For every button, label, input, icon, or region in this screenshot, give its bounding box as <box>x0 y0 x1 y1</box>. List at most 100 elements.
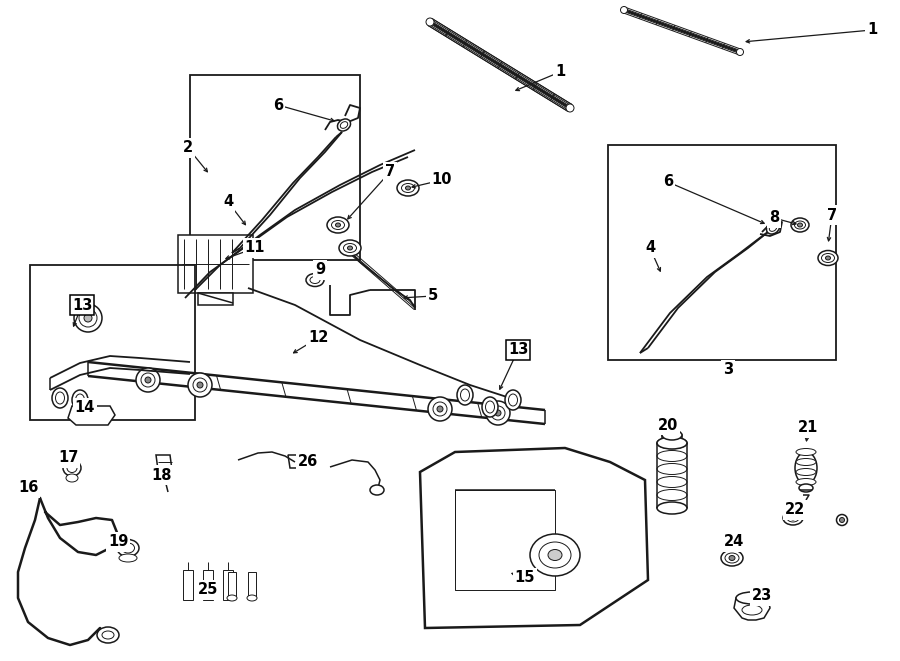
Ellipse shape <box>74 304 102 332</box>
Text: 22: 22 <box>785 502 806 518</box>
Text: 1: 1 <box>555 65 565 79</box>
Text: 18: 18 <box>152 467 172 483</box>
Ellipse shape <box>136 368 160 392</box>
Ellipse shape <box>344 243 356 253</box>
Ellipse shape <box>433 402 447 416</box>
Ellipse shape <box>327 217 349 233</box>
Polygon shape <box>223 570 233 600</box>
Ellipse shape <box>461 389 470 401</box>
Ellipse shape <box>825 256 831 260</box>
Ellipse shape <box>729 555 735 561</box>
Ellipse shape <box>401 184 415 192</box>
Ellipse shape <box>657 490 687 500</box>
Ellipse shape <box>657 451 687 461</box>
Text: 19: 19 <box>108 535 128 549</box>
Text: 20: 20 <box>658 418 679 432</box>
Ellipse shape <box>76 394 85 406</box>
Ellipse shape <box>530 534 580 576</box>
Ellipse shape <box>193 378 207 392</box>
Text: 13: 13 <box>508 342 528 358</box>
Ellipse shape <box>836 514 848 525</box>
Ellipse shape <box>657 463 687 475</box>
Ellipse shape <box>797 223 803 227</box>
Ellipse shape <box>796 479 816 485</box>
Text: 12: 12 <box>308 330 328 346</box>
Ellipse shape <box>145 377 151 383</box>
Ellipse shape <box>347 246 353 250</box>
Ellipse shape <box>336 223 340 227</box>
Ellipse shape <box>66 474 78 482</box>
Ellipse shape <box>796 449 816 455</box>
Ellipse shape <box>795 221 806 229</box>
Text: 4: 4 <box>223 194 233 210</box>
Ellipse shape <box>795 452 817 484</box>
Text: 4: 4 <box>645 241 655 256</box>
Text: 16: 16 <box>18 481 38 496</box>
Ellipse shape <box>247 595 257 601</box>
Ellipse shape <box>331 221 345 229</box>
Polygon shape <box>248 572 256 598</box>
Text: 6: 6 <box>663 175 673 190</box>
Text: 15: 15 <box>515 570 536 586</box>
Ellipse shape <box>197 382 203 388</box>
Text: 23: 23 <box>752 588 772 603</box>
Ellipse shape <box>783 511 803 525</box>
Ellipse shape <box>787 514 799 522</box>
Ellipse shape <box>657 502 687 514</box>
Ellipse shape <box>508 394 518 406</box>
Ellipse shape <box>117 539 139 557</box>
Text: 7: 7 <box>385 165 395 180</box>
Ellipse shape <box>725 553 739 563</box>
Ellipse shape <box>505 390 521 410</box>
Ellipse shape <box>67 463 77 473</box>
Polygon shape <box>734 598 770 620</box>
Ellipse shape <box>340 122 347 128</box>
Ellipse shape <box>227 595 237 601</box>
Text: 8: 8 <box>769 210 779 225</box>
Polygon shape <box>420 448 648 628</box>
Ellipse shape <box>491 406 505 420</box>
Ellipse shape <box>102 631 114 639</box>
Ellipse shape <box>338 119 350 131</box>
Polygon shape <box>228 572 236 598</box>
Ellipse shape <box>310 276 320 284</box>
Text: 3: 3 <box>723 362 734 377</box>
Ellipse shape <box>742 605 762 615</box>
Ellipse shape <box>428 397 452 421</box>
Ellipse shape <box>79 309 97 327</box>
Ellipse shape <box>822 254 834 262</box>
Ellipse shape <box>657 477 687 488</box>
Polygon shape <box>662 435 682 443</box>
Polygon shape <box>198 293 233 305</box>
Polygon shape <box>156 455 172 470</box>
Ellipse shape <box>426 18 434 26</box>
Bar <box>30 265 195 420</box>
Ellipse shape <box>406 186 410 190</box>
Ellipse shape <box>84 314 92 322</box>
Ellipse shape <box>548 549 562 561</box>
Ellipse shape <box>662 430 682 440</box>
Ellipse shape <box>188 373 212 397</box>
Ellipse shape <box>566 104 574 112</box>
Ellipse shape <box>485 401 494 413</box>
Ellipse shape <box>657 437 687 449</box>
Ellipse shape <box>482 397 498 417</box>
Text: 9: 9 <box>315 262 325 278</box>
Polygon shape <box>178 235 253 293</box>
Ellipse shape <box>840 518 844 522</box>
Text: 11: 11 <box>245 241 266 256</box>
Text: 7: 7 <box>827 208 837 223</box>
Ellipse shape <box>539 542 571 568</box>
Ellipse shape <box>122 543 134 553</box>
Ellipse shape <box>791 218 809 232</box>
Ellipse shape <box>799 484 813 492</box>
Ellipse shape <box>796 469 816 475</box>
Text: 10: 10 <box>432 173 452 188</box>
Ellipse shape <box>52 388 68 408</box>
Ellipse shape <box>770 225 777 231</box>
Text: 13: 13 <box>72 297 92 313</box>
Polygon shape <box>203 570 213 600</box>
Ellipse shape <box>790 516 796 520</box>
Ellipse shape <box>736 592 768 604</box>
Ellipse shape <box>620 7 627 13</box>
